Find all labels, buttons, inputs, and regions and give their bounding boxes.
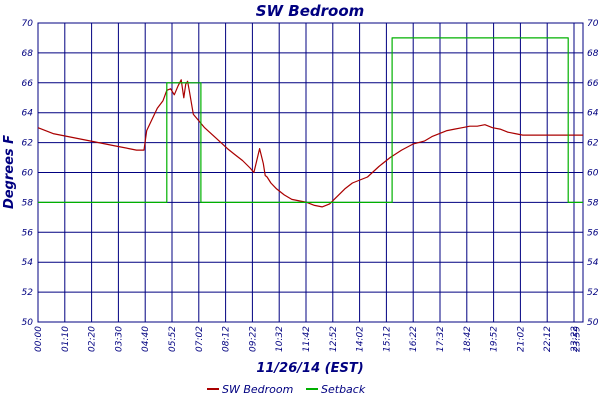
y-tick-label-left: 70 <box>22 19 34 29</box>
y-tick-label-left: 62 <box>22 139 34 149</box>
x-tick-label: 21:02 <box>516 326 526 352</box>
y-axis-title: Degrees F <box>2 135 17 209</box>
x-tick-label: 23:22 <box>570 326 580 352</box>
plot-frame <box>37 22 584 323</box>
x-tick-label: 04:40 <box>141 326 151 352</box>
x-tick-label: 16:22 <box>409 326 419 352</box>
series-layer <box>37 37 583 208</box>
x-axis: 00:00 01:10 02:20 03:30 04:40 05:52 07:02 08:12… <box>34 326 583 352</box>
x-tick-label: 12:52 <box>329 326 339 352</box>
y-tick-label-right: 70 <box>587 19 599 29</box>
y-tick-label-right: 52 <box>587 288 599 298</box>
x-tick-label: 05:52 <box>168 326 178 352</box>
y-tick-label-left: 66 <box>22 79 34 89</box>
y-tick-label-right: 64 <box>587 109 599 119</box>
x-tick-label: 09:22 <box>248 326 258 352</box>
y-tick-label-left: 54 <box>22 258 34 268</box>
grid <box>38 23 583 322</box>
y-tick-label-right: 62 <box>587 139 599 149</box>
y-tick-label-left: 64 <box>22 109 34 119</box>
legend: SW Bedroom Setback <box>207 383 366 396</box>
y-tick-label-left: 50 <box>22 318 34 328</box>
chart-title: SW Bedroom <box>256 2 365 20</box>
x-tick-label: 15:12 <box>382 326 392 352</box>
legend-label: SW Bedroom <box>222 383 293 396</box>
x-axis-title: 11/26/14 (EST) <box>256 361 363 376</box>
y-tick-label-right: 50 <box>587 318 599 328</box>
x-tick-label: 22:12 <box>543 326 553 352</box>
x-tick-label: 23:59 <box>573 326 583 352</box>
x-tick-label: 03:30 <box>114 326 124 352</box>
x-tick-label: 10:32 <box>275 326 285 352</box>
x-tick-label: 19:52 <box>490 326 500 352</box>
legend-label: Setback <box>321 383 366 396</box>
y-tick-label-left: 68 <box>22 49 34 59</box>
y-tick-label-right: 54 <box>587 258 599 268</box>
y-tick-label-right: 56 <box>587 228 599 238</box>
x-tick-label: 08:12 <box>222 326 232 352</box>
y-tick-label-right: 68 <box>587 49 599 59</box>
series-line-setback <box>38 37 583 203</box>
x-tick-label: 17:32 <box>436 326 446 352</box>
y-tick-label-right: 66 <box>587 79 599 89</box>
y-tick-label-right: 60 <box>587 169 599 179</box>
y-tick-label-left: 58 <box>22 198 34 208</box>
y-tick-label-right: 58 <box>587 198 599 208</box>
x-tick-label: 14:02 <box>356 326 366 352</box>
y-axis-right: 50 52 54 56 58 60 62 64 66 68 70 <box>587 19 599 328</box>
y-tick-label-left: 52 <box>22 288 34 298</box>
x-tick-label: 18:42 <box>463 326 473 352</box>
y-tick-label-left: 56 <box>22 228 34 238</box>
y-axis-left: 50 52 54 56 58 60 62 64 66 68 70 <box>22 19 34 328</box>
x-tick-label: 07:02 <box>195 326 205 352</box>
x-tick-label: 00:00 <box>34 326 44 352</box>
y-tick-label-left: 60 <box>22 169 34 179</box>
x-tick-label: 01:10 <box>61 326 71 352</box>
series-line-sw-bedroom <box>37 79 583 208</box>
x-tick-label: 02:20 <box>88 326 98 352</box>
x-tick-label: 11:42 <box>302 326 312 352</box>
